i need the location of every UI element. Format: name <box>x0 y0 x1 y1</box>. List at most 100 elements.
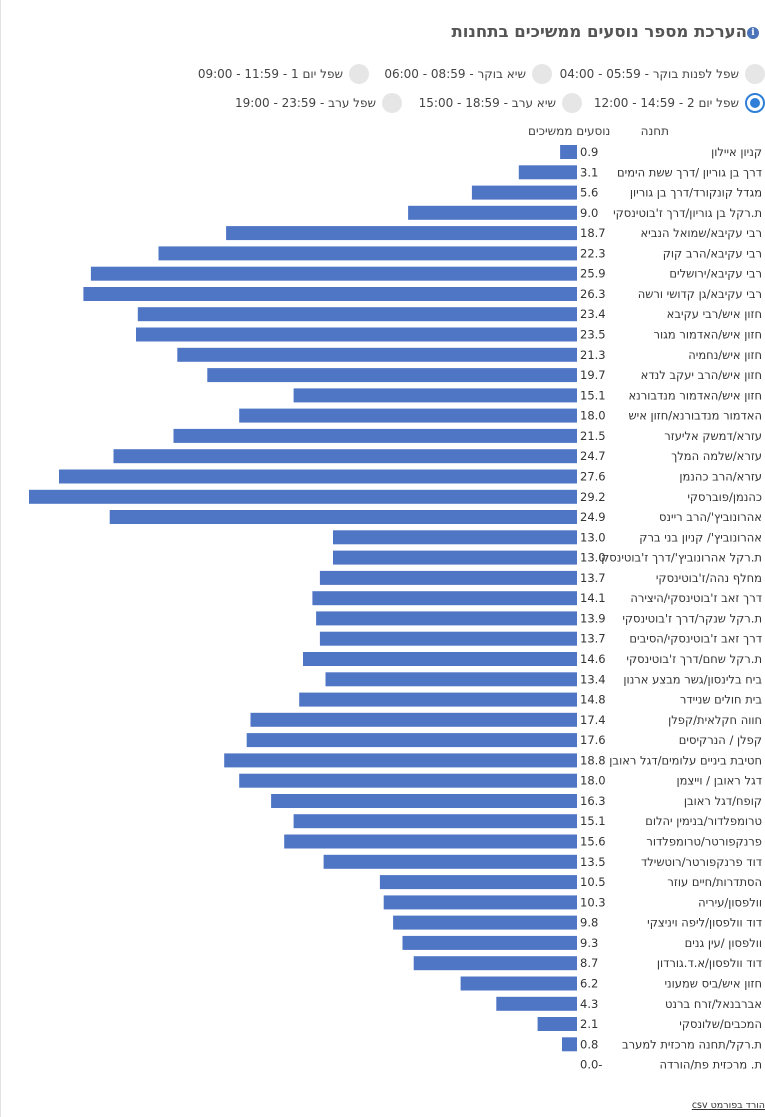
station-label-44: ת.רקל/תחנה מרכזית למערב <box>622 1037 762 1051</box>
bar-20[interactable] <box>333 550 577 565</box>
bar-23[interactable] <box>316 611 577 626</box>
bar-34[interactable] <box>284 834 577 849</box>
bar-21[interactable] <box>319 570 577 585</box>
page-title-text: הערכת מספר נוסעים ממשיכים בתחנות <box>451 22 747 41</box>
bar-24[interactable] <box>319 631 577 646</box>
bar-value-27: 14.8 <box>580 693 606 707</box>
bar-9[interactable] <box>136 327 577 342</box>
bar-value-34: 15.6 <box>580 835 606 849</box>
bar-27[interactable] <box>299 692 577 707</box>
bar-37[interactable] <box>383 895 577 910</box>
bar-28[interactable] <box>250 712 578 727</box>
bar-value-33: 15.1 <box>580 814 606 828</box>
bar-6[interactable] <box>90 266 578 281</box>
station-label-41: חזון איש/ביס שמעוני <box>664 977 762 991</box>
bar-17[interactable] <box>29 489 577 504</box>
bar-4[interactable] <box>226 226 577 241</box>
bar-value-44: 0.8 <box>580 1037 598 1051</box>
bar-15[interactable] <box>113 449 578 464</box>
bar-32[interactable] <box>271 794 577 808</box>
radio-label: שפל לפנות בוקר - 05:59 - 04:00 <box>559 67 739 81</box>
radio-label: שפל ערב - 23:59 - 19:00 <box>235 96 376 110</box>
bar-3[interactable] <box>408 205 577 220</box>
station-label-15: עזרא/שלמה המלך <box>671 449 762 463</box>
radio-circle[interactable] <box>562 93 582 113</box>
bar-value-0: 0.9 <box>580 145 598 159</box>
bar-value-32: 16.3 <box>580 794 606 808</box>
radio-option-evening-low[interactable]: שפל ערב - 23:59 - 19:00 <box>235 93 402 113</box>
info-icon[interactable]: i <box>747 26 759 39</box>
radio-option-day-low-1[interactable]: שפל יום 1 - 11:59 - 09:00 <box>198 64 369 84</box>
bar-10[interactable] <box>177 347 578 362</box>
column-header-station: תחנה <box>640 124 669 138</box>
bar-0[interactable] <box>560 145 577 159</box>
bar-value-30: 18.8 <box>580 753 606 767</box>
station-label-3: ת.רקל בן גוריון/דרך ז'בוטינסקי <box>613 206 762 220</box>
bar-26[interactable] <box>325 672 578 687</box>
radio-circle-selected[interactable] <box>745 93 765 113</box>
bar-value-43: 2.1 <box>580 1017 598 1031</box>
bar-25[interactable] <box>303 652 577 666</box>
radio-option-morning-peak[interactable]: שיא בוקר - 08:59 - 06:00 <box>384 64 552 84</box>
bar-42[interactable] <box>496 996 577 1011</box>
bar-22[interactable] <box>312 591 577 606</box>
bar-31[interactable] <box>239 773 577 788</box>
station-label-19: אהרונוביץ'/ קניון בני ברק <box>639 530 762 544</box>
station-label-32: קופח/דגל ראובן <box>684 794 762 808</box>
bar-40[interactable] <box>413 956 577 971</box>
bar-14[interactable] <box>173 428 578 443</box>
radio-circle[interactable] <box>532 64 552 84</box>
radio-option-day-low-2[interactable]: שפל יום 2 - 14:59 - 12:00 <box>594 93 765 113</box>
bar-value-10: 21.3 <box>580 348 606 362</box>
bar-13[interactable] <box>239 408 577 423</box>
bar-38[interactable] <box>393 915 577 930</box>
bar-36[interactable] <box>379 875 577 890</box>
bar-33[interactable] <box>293 814 577 829</box>
station-label-36: הסתדרות/חיים עוזר <box>667 875 762 889</box>
radio-option-evening-peak[interactable]: שיא ערב - 18:59 - 15:00 <box>419 93 582 113</box>
bar-2[interactable] <box>471 185 577 200</box>
bar-16[interactable] <box>59 469 577 484</box>
bar-18[interactable] <box>109 510 577 524</box>
radio-circle[interactable] <box>382 93 402 113</box>
bar-39[interactable] <box>402 935 578 950</box>
csv-download-link[interactable]: הורד בפורמט csv <box>691 1100 765 1111</box>
station-label-45: ת. מרכזית פת/הורדה <box>659 1058 762 1072</box>
bar-29[interactable] <box>246 733 577 748</box>
station-label-9: חזון איש/האדמור מגור <box>654 328 762 342</box>
radio-label: שיא ערב - 18:59 - 15:00 <box>418 96 556 110</box>
station-label-1: דרך בן גוריון /דרך ששת הימים <box>617 165 762 179</box>
bar-35[interactable] <box>323 854 577 869</box>
bar-43[interactable] <box>537 1017 577 1031</box>
bar-value-2: 5.6 <box>580 186 598 200</box>
radio-circle[interactable] <box>349 64 369 84</box>
station-label-18: אהרונוביץ'/הרב ריינס <box>659 510 762 524</box>
bar-1[interactable] <box>518 165 577 180</box>
bar-value-12: 15.1 <box>580 388 606 402</box>
bar-value-11: 19.7 <box>580 368 606 382</box>
bar-41[interactable] <box>460 976 577 991</box>
station-label-42: אברבנאל/זרח ברנט <box>665 997 762 1011</box>
bar-19[interactable] <box>333 530 577 545</box>
bar-value-4: 18.7 <box>580 226 606 240</box>
station-label-14: עזרא/דמשק אליעזר <box>664 429 762 443</box>
station-label-25: ת.רקל שחם/דרך ז'בוטינסקי <box>626 652 762 666</box>
bar-12[interactable] <box>293 388 577 403</box>
bar-11[interactable] <box>207 368 578 383</box>
station-label-16: עזרא/הרב כהנמן <box>679 470 762 484</box>
bar-value-3: 9.0 <box>580 206 598 220</box>
bar-8[interactable] <box>137 307 578 322</box>
bar-value-18: 24.9 <box>580 510 606 524</box>
bar-44[interactable] <box>562 1037 577 1052</box>
bar-value-24: 13.7 <box>580 632 606 646</box>
radio-circle[interactable] <box>745 64 765 84</box>
left-border <box>0 0 8 1117</box>
bar-7[interactable] <box>83 287 578 301</box>
station-label-31: דגל ראובן / וייצמן <box>676 774 762 788</box>
bar-5[interactable] <box>158 246 578 261</box>
station-label-2: מגדל קונקורד/דרך בן גוריון <box>630 186 762 200</box>
station-label-35: דוד פרנקפורטר/רוטשילד <box>641 855 762 869</box>
radio-label: שפל יום 2 - 14:59 - 12:00 <box>593 96 739 110</box>
radio-option-night-low[interactable]: שפל לפנות בוקר - 05:59 - 04:00 <box>560 64 765 84</box>
bar-30[interactable] <box>224 753 577 768</box>
